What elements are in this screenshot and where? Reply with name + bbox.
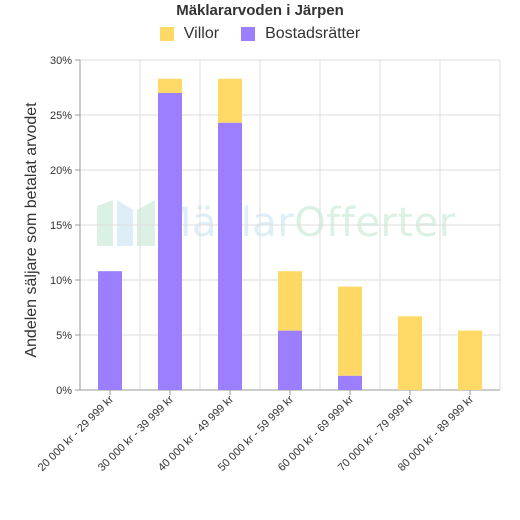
bar-bostadsratter — [158, 93, 182, 390]
bar-bostadsratter — [278, 330, 302, 390]
y-tick-label: 30% — [50, 55, 72, 67]
bar-villor — [218, 78, 242, 123]
bar-bostadsratter — [98, 271, 122, 390]
bar-villor — [278, 271, 302, 331]
y-tick-label: 5% — [56, 330, 72, 342]
y-tick-label: 10% — [50, 275, 72, 287]
bar-villor — [458, 330, 482, 390]
legend-label-bostadsratter: Bostadsrätter — [265, 25, 361, 42]
legend-label-villor: Villor — [183, 25, 220, 42]
legend-item-villor[interactable]: Villor — [159, 25, 220, 43]
bar-villor — [398, 316, 422, 390]
bar-bostadsratter — [338, 375, 362, 390]
chart-title: Mäklararvoden i Järpen — [176, 2, 344, 19]
y-tick-label: 25% — [50, 110, 72, 122]
bar-villor — [338, 286, 362, 376]
legend: Villor Bostadsrätter — [0, 25, 520, 43]
y-tick-label: 0% — [56, 385, 72, 397]
bar-bostadsratter — [218, 122, 242, 390]
legend-swatch-villor — [159, 27, 174, 41]
y-tick-label: 15% — [50, 220, 72, 232]
bar-villor — [158, 78, 182, 93]
legend-swatch-bostadsratter — [241, 27, 256, 41]
y-tick-label: 20% — [50, 165, 72, 177]
legend-item-bostadsratter[interactable]: Bostadsrätter — [241, 25, 360, 43]
